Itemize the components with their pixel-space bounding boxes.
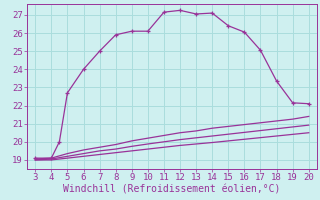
X-axis label: Windchill (Refroidissement éolien,°C): Windchill (Refroidissement éolien,°C) <box>63 185 281 195</box>
